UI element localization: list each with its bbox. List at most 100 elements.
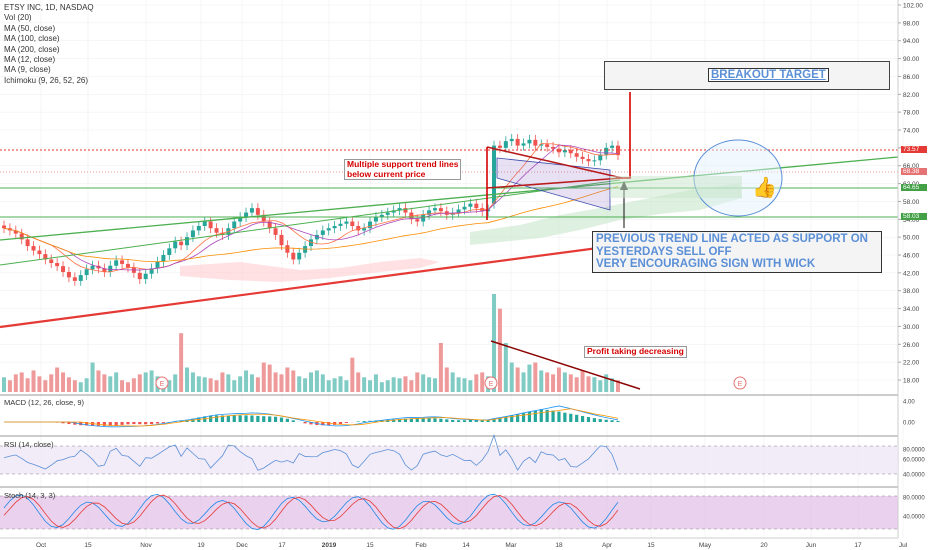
candle-body: [2, 225, 6, 229]
volume-bar: [37, 376, 42, 392]
profit-taking-annotation[interactable]: Profit taking decreasing: [584, 346, 687, 358]
volume-bar: [314, 370, 319, 392]
volume-bar: [432, 378, 437, 392]
candle-body: [238, 217, 243, 222]
volume-bar: [72, 380, 77, 392]
macd-histogram-bar: [114, 422, 118, 426]
macd-histogram-bar: [392, 419, 396, 422]
volume-bar: [125, 382, 130, 392]
svg-text:E: E: [738, 381, 743, 388]
legend-indicator[interactable]: Vol (20): [4, 13, 32, 23]
pane-tick-label: 0.00: [903, 421, 915, 427]
macd-histogram-bar: [126, 422, 130, 425]
volume-bar: [202, 377, 207, 392]
volume-bar: [267, 364, 272, 392]
volume-bar: [167, 380, 172, 392]
volume-bar: [13, 374, 18, 392]
volume-bar: [503, 343, 508, 392]
support-lines-annotation[interactable]: Multiple support trend lines below curre…: [344, 159, 462, 180]
breakout-target-box[interactable]: BREAKOUT TARGET: [604, 61, 890, 90]
x-tick-label: Jul: [899, 542, 908, 549]
candle-body: [214, 228, 219, 233]
candle-body: [332, 225, 337, 229]
legend-indicator[interactable]: Ichimoku (9, 26, 52, 26): [4, 75, 89, 85]
volume-bar: [521, 372, 526, 392]
volume-bar: [462, 378, 467, 392]
macd-histogram-bar: [439, 418, 443, 422]
price-tag-support-2: 58.03: [901, 213, 927, 220]
macd-histogram-bar: [356, 421, 360, 422]
candle-body: [462, 206, 467, 210]
candle-body: [556, 148, 561, 153]
candle-body: [232, 221, 237, 229]
candle-body: [592, 160, 597, 162]
candle-body: [338, 223, 343, 226]
candle-body: [314, 234, 319, 240]
legend-indicator[interactable]: MA (100, close): [4, 34, 60, 44]
y-tick-label: 50.00: [903, 235, 920, 242]
volume-bar: [545, 372, 550, 392]
legend-indicator[interactable]: MA (12, close): [4, 55, 56, 65]
volume-bar: [285, 367, 290, 392]
volume-bar: [379, 382, 384, 392]
volume-bar: [309, 372, 313, 392]
macd-histogram-bar: [397, 419, 402, 422]
support-trend-line[interactable]: [0, 246, 599, 329]
previous-trend-annotation[interactable]: PREVIOUS TREND LINE ACTED AS SUPPORT ON …: [592, 231, 882, 273]
upper-trend-line[interactable]: [0, 156, 899, 241]
macd-histogram-bar: [480, 420, 484, 422]
stoch-pane-label[interactable]: Stoch (14, 3, 3): [4, 491, 56, 500]
legend-indicator[interactable]: MA (9, close): [4, 65, 51, 75]
volume-bar: [480, 372, 485, 392]
projection-zone: [610, 176, 742, 198]
rsi-pane-label[interactable]: RSI (14, close): [4, 440, 54, 449]
volume-bar: [214, 380, 219, 392]
candle-body: [468, 203, 473, 207]
legend-symbol[interactable]: ETSY INC, 1D, NASDAQ: [4, 3, 94, 12]
macd-histogram-bar: [604, 419, 608, 422]
lower-trend-line[interactable]: [0, 179, 621, 266]
volume-bar: [373, 374, 378, 392]
legend-indicator[interactable]: MA (50, close): [4, 23, 56, 33]
earnings-marker-3[interactable]: E: [733, 376, 747, 390]
candle-body: [385, 212, 390, 215]
macd-histogram-bar: [575, 414, 579, 422]
y-tick-label: 34.00: [903, 306, 920, 313]
y-tick-label: 90.00: [903, 56, 920, 63]
volume-bar: [350, 357, 355, 392]
volume-bar: [273, 372, 278, 392]
volume-bar: [551, 374, 556, 392]
volume-bar: [102, 374, 107, 392]
earnings-marker-1[interactable]: E: [155, 376, 169, 390]
macd-histogram-bar: [309, 422, 313, 425]
macd-histogram-bar: [220, 415, 225, 422]
volume-bar: [403, 376, 408, 392]
y-tick-label: 98.00: [903, 20, 920, 27]
volume-bar: [232, 380, 237, 392]
volume-bar: [208, 378, 213, 392]
volume-bar: [7, 380, 12, 392]
legend-indicator[interactable]: MA (200, close): [4, 44, 60, 54]
volume-bar: [497, 308, 502, 392]
candle-body: [497, 145, 502, 148]
earnings-marker-2[interactable]: E: [484, 376, 498, 390]
candle-body: [261, 214, 266, 222]
y-tick-label: 42.00: [903, 270, 920, 277]
volume-bar: [261, 362, 266, 392]
macd-histogram-bar: [61, 422, 65, 424]
y-tick-label: 94.00: [903, 38, 920, 45]
volume-bar: [2, 377, 6, 392]
volume-bar: [568, 374, 573, 392]
macd-histogram-bar: [551, 410, 555, 422]
macd-histogram-bar: [415, 418, 419, 422]
candle-body: [397, 208, 402, 211]
macd-histogram-bar: [433, 418, 437, 422]
volume-bar: [338, 376, 343, 392]
x-tick-label: Oct: [36, 542, 46, 549]
volume-bar: [356, 372, 361, 392]
macd-histogram-bar: [445, 419, 449, 422]
volume-bar: [61, 372, 66, 392]
macd-pane-label[interactable]: MACD (12, 26, close, 9): [4, 398, 85, 407]
macd-histogram-bar: [138, 422, 142, 425]
